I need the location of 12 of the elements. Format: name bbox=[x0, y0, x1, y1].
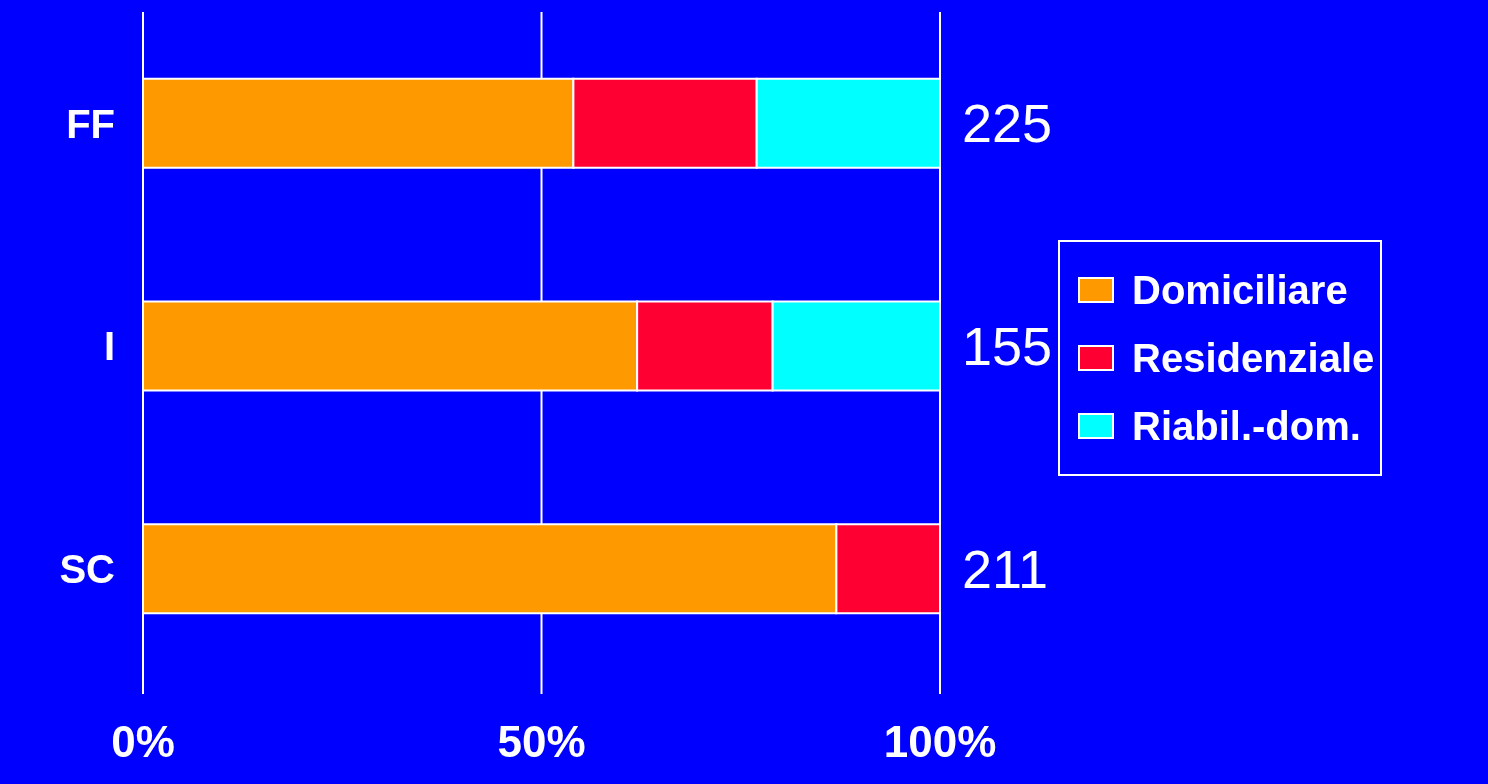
y-tick-label: FF bbox=[66, 101, 115, 146]
text: 155 bbox=[962, 316, 1053, 376]
text: 211 bbox=[962, 538, 1049, 599]
legend-label: Riabil.-dom. bbox=[1132, 403, 1361, 449]
legend-label: Domiciliare bbox=[1132, 267, 1348, 313]
legend-label: Residenziale bbox=[1132, 335, 1375, 381]
y-tick-label: I bbox=[103, 324, 115, 369]
y-tick-label: SC bbox=[59, 546, 115, 591]
text: 225 bbox=[962, 93, 1053, 154]
x-tick-label: 50% bbox=[497, 717, 586, 767]
x-tick-label: 100% bbox=[883, 717, 997, 767]
x-tick-label: 0% bbox=[111, 717, 175, 767]
